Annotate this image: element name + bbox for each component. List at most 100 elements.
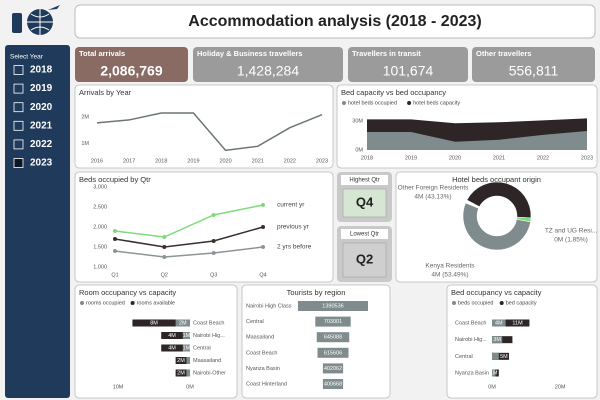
checkbox[interactable]	[13, 120, 24, 131]
category-label: Nairobi Hig...	[193, 333, 225, 339]
kpi-card	[193, 47, 343, 82]
category-label: Coast Beach	[193, 320, 225, 326]
category-label: Maasailand	[193, 358, 221, 364]
bar	[161, 332, 190, 339]
bar	[492, 319, 506, 327]
card-value: Q2	[356, 251, 373, 266]
card-title-box	[341, 229, 388, 239]
x-tick-label: 2023	[581, 155, 593, 161]
area-edge	[367, 118, 588, 125]
area-edge	[367, 131, 588, 143]
panel	[74, 84, 334, 169]
value-label: 402062	[324, 366, 342, 372]
bar	[186, 369, 190, 377]
checkbox[interactable]	[13, 102, 24, 113]
bar	[186, 357, 190, 364]
chart-title: Hotel beds occupant origin	[452, 175, 541, 184]
y-tick-label: 2,500	[93, 204, 107, 210]
legend-swatch	[80, 301, 84, 305]
category-label: Coast Beach	[455, 320, 487, 326]
kpi-title: Travellers in transit	[352, 49, 421, 58]
logo	[12, 5, 60, 35]
year-option[interactable]: 2022	[30, 139, 53, 150]
bar	[175, 369, 190, 377]
point	[113, 249, 117, 253]
value-label: 2M	[177, 370, 185, 376]
globe-lines	[27, 9, 53, 35]
value-label: 1M	[183, 345, 191, 351]
category-label: Coast Hinterland	[246, 381, 287, 387]
kpi-value: 1,428,284	[237, 63, 299, 79]
bar	[175, 357, 190, 364]
y-tick-label: 1,000	[93, 264, 107, 270]
legend-label: rooms occupied	[86, 300, 125, 306]
point	[211, 251, 216, 255]
slicer-title: Select Year	[10, 54, 44, 61]
value-label: 2M	[177, 358, 185, 364]
point	[261, 245, 265, 249]
legend-swatch	[407, 101, 412, 105]
kpi-title: Other travellers	[476, 49, 531, 58]
kpi-card	[472, 47, 595, 82]
card-value: Q4	[356, 194, 374, 209]
bar	[132, 319, 190, 327]
x-tick-label: 2020	[219, 158, 231, 164]
category-label: Central	[455, 354, 473, 360]
kpi-value: 101,674	[383, 63, 434, 79]
legend-swatch	[452, 301, 456, 305]
kpi-card	[348, 47, 468, 82]
year-option[interactable]: 2018	[30, 65, 53, 76]
checkbox[interactable]	[13, 83, 24, 94]
year-option[interactable]: 2020	[30, 102, 53, 113]
page-title: Accommodation analysis (2018 - 2023)	[188, 13, 481, 30]
point	[261, 225, 265, 229]
value-label: 645088	[324, 335, 342, 341]
checkbox[interactable]	[13, 139, 24, 150]
plane-icon	[48, 5, 60, 10]
x-tick-label: 2020	[449, 155, 461, 161]
title-box	[74, 4, 596, 39]
checkbox[interactable]	[13, 158, 24, 168]
value-label: 1M	[183, 333, 191, 339]
bar	[492, 336, 503, 344]
x-tick-label: Q1	[111, 272, 118, 278]
category-label: Coast Beach	[246, 350, 278, 356]
card-title-box	[341, 175, 388, 185]
y-tick-label: 3,000	[93, 184, 107, 190]
point	[162, 255, 167, 259]
x-tick-label: 2019	[187, 158, 199, 164]
chart-title: Bed occupancy vs capacity	[451, 288, 542, 297]
funnel-bar	[317, 347, 349, 358]
y-tick-label: 1M	[81, 141, 89, 147]
sidebar	[5, 45, 70, 398]
legend-label: beds occupied	[458, 300, 493, 306]
chart-title: Beds occupied by Qtr	[79, 175, 151, 184]
kpi-value: 2,086,769	[100, 63, 162, 79]
checkbox[interactable]	[13, 65, 24, 75]
value-label: 8M	[150, 320, 158, 326]
value-label: 615606	[324, 350, 342, 356]
category-label: Nyanza Basin	[246, 366, 280, 372]
category-label: Central	[246, 319, 264, 325]
x-tick-label: 2017	[123, 158, 135, 164]
legend-label: bed capacity	[506, 300, 537, 306]
slice-label: 4M (43.13%)	[414, 194, 451, 201]
year-option[interactable]: 2021	[30, 120, 53, 131]
value-label: 1390536	[322, 303, 343, 309]
funnel-bar	[322, 379, 344, 389]
y-tick-label: 0M	[355, 147, 363, 153]
x-tick-label: Q3	[210, 272, 217, 278]
series-label: previous yr	[277, 224, 310, 231]
x-tick-label: 2022	[284, 158, 296, 164]
year-option[interactable]: 2023	[30, 158, 53, 169]
series-label: current yr	[277, 202, 305, 209]
year-option[interactable]: 2019	[30, 83, 53, 94]
slice-name: TZ and UG Resi...	[545, 228, 598, 235]
funnel-bar	[298, 301, 368, 311]
bar	[492, 352, 499, 360]
x-tick-label: 10M	[113, 384, 124, 390]
point	[211, 239, 216, 243]
x-tick-label: 2016	[91, 158, 103, 164]
